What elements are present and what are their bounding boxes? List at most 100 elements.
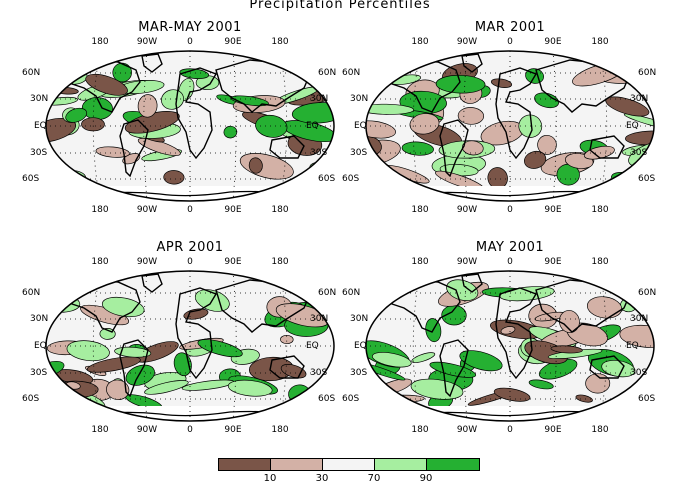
- longitude-gridline: [279, 51, 288, 201]
- legend-tick: 90: [419, 473, 433, 484]
- lat-labels-right: 60N 30N EQ 30S 60S: [626, 20, 662, 220]
- percentile-region: [550, 345, 583, 354]
- coastline: [269, 355, 305, 379]
- percentile-region: [161, 89, 184, 110]
- longitude-gridline: [143, 51, 148, 201]
- percentile-region: [493, 387, 531, 402]
- map-panel-mar-may: MAR-MAY 2001 180 90W 0 90E 180 180 90W 0 90E 180 6…: [22, 20, 340, 220]
- percentile-region: [95, 146, 130, 158]
- lat-label: EQ: [34, 341, 47, 351]
- lon-labels-top: 180 90W 0 90E 180: [360, 257, 660, 269]
- map-panel-mar: MAR 2001 180 90W 0 90E 180 180 90W 0 90E 180 60N 30…: [342, 20, 662, 220]
- legend-swatch-30-70: [323, 459, 375, 470]
- percentile-region: [106, 379, 130, 401]
- lat-label: 60N: [22, 288, 41, 298]
- coastline: [141, 273, 163, 293]
- map-border: [365, 270, 655, 422]
- lat-label: 60N: [638, 288, 657, 298]
- percentile-region: [534, 92, 560, 109]
- lon-label: 90W: [456, 425, 478, 435]
- coastline: [119, 119, 149, 178]
- lat-label: 60S: [342, 174, 360, 184]
- lon-label: 0: [187, 425, 193, 435]
- lon-label: 90W: [136, 425, 158, 435]
- lat-label: 30N: [30, 314, 49, 324]
- lon-label: 90E: [224, 205, 242, 215]
- lon-label: 180: [271, 205, 289, 215]
- percentile-region: [66, 340, 110, 362]
- lon-label: 90E: [544, 425, 562, 435]
- coastline: [141, 53, 163, 73]
- lat-labels-right: 60N 30N EQ 30S 60S: [626, 240, 662, 440]
- lat-label: EQ: [354, 121, 367, 131]
- longitude-gridline: [412, 51, 421, 201]
- lon-label: 90E: [224, 257, 242, 267]
- lon-labels-top: 180 90W 0 90E 180: [40, 257, 340, 269]
- precip-map: [365, 270, 655, 422]
- coastline: [269, 135, 305, 159]
- lat-label: 60S: [638, 174, 656, 184]
- lat-label: EQ: [34, 121, 47, 131]
- legend-ticks: 10 30 70 90: [218, 471, 480, 485]
- lat-label: 30N: [630, 314, 649, 324]
- lat-label: EQ: [354, 341, 367, 351]
- map-border: [45, 270, 335, 422]
- lat-label: 30N: [310, 314, 329, 324]
- lon-label: 180: [411, 257, 429, 267]
- percentile-region: [125, 364, 155, 386]
- percentile-region: [163, 170, 185, 185]
- lat-label: EQ: [626, 121, 639, 131]
- precip-map: [365, 50, 655, 202]
- percentile-region: [490, 78, 513, 88]
- lon-label: 90E: [544, 205, 562, 215]
- lon-label: 90W: [456, 37, 478, 47]
- lat-labels-left: 60N 30N EQ 30S 60S: [342, 20, 368, 220]
- percentile-region: [366, 120, 396, 139]
- coastline: [119, 339, 149, 398]
- lon-label: 180: [591, 257, 609, 267]
- percentile-region: [575, 394, 593, 403]
- longitude-gridline: [463, 271, 468, 421]
- lon-label: 180: [271, 37, 289, 47]
- lon-label: 90E: [224, 37, 242, 47]
- coastline: [589, 135, 625, 159]
- map-border: [45, 50, 335, 202]
- lat-label: 60S: [638, 394, 656, 404]
- percentile-region: [459, 350, 503, 372]
- percentile-region: [435, 74, 486, 94]
- percentile-region: [461, 140, 484, 156]
- longitude-gridline: [232, 271, 237, 421]
- lon-label: 180: [91, 425, 109, 435]
- percentile-region: [197, 339, 243, 358]
- lat-label: 60N: [22, 68, 41, 78]
- lat-label: EQ: [306, 341, 319, 351]
- percentile-region: [401, 141, 434, 156]
- figure-title: Precipitation Percentiles: [249, 0, 431, 12]
- percentile-region: [46, 69, 77, 85]
- coastline: [461, 53, 483, 73]
- lat-label: 60S: [342, 394, 360, 404]
- lon-label: 0: [507, 425, 513, 435]
- coastline: [387, 279, 461, 333]
- percentile-region: [46, 117, 77, 143]
- lat-label: 30S: [310, 148, 328, 158]
- lon-label: 0: [187, 257, 193, 267]
- coastline: [175, 287, 218, 380]
- coastline: [67, 59, 141, 113]
- panel-title: MAY 2001: [475, 240, 545, 255]
- lon-label: 180: [91, 37, 109, 47]
- longitude-gridline: [232, 51, 237, 201]
- lat-label: EQ: [626, 341, 639, 351]
- percentile-region: [457, 107, 485, 125]
- lon-label: 90E: [544, 37, 562, 47]
- lat-label: 30S: [350, 148, 368, 158]
- lon-label: 180: [591, 37, 609, 47]
- longitude-gridline: [552, 271, 557, 421]
- percentile-region: [528, 379, 554, 390]
- lon-label: 180: [91, 205, 109, 215]
- percentile-region: [144, 380, 189, 395]
- legend-swatch-10-30: [271, 459, 323, 470]
- lon-label: 90E: [544, 257, 562, 267]
- lat-labels-left: 60N 30N EQ 30S 60S: [22, 240, 48, 440]
- lat-label: 60N: [318, 68, 337, 78]
